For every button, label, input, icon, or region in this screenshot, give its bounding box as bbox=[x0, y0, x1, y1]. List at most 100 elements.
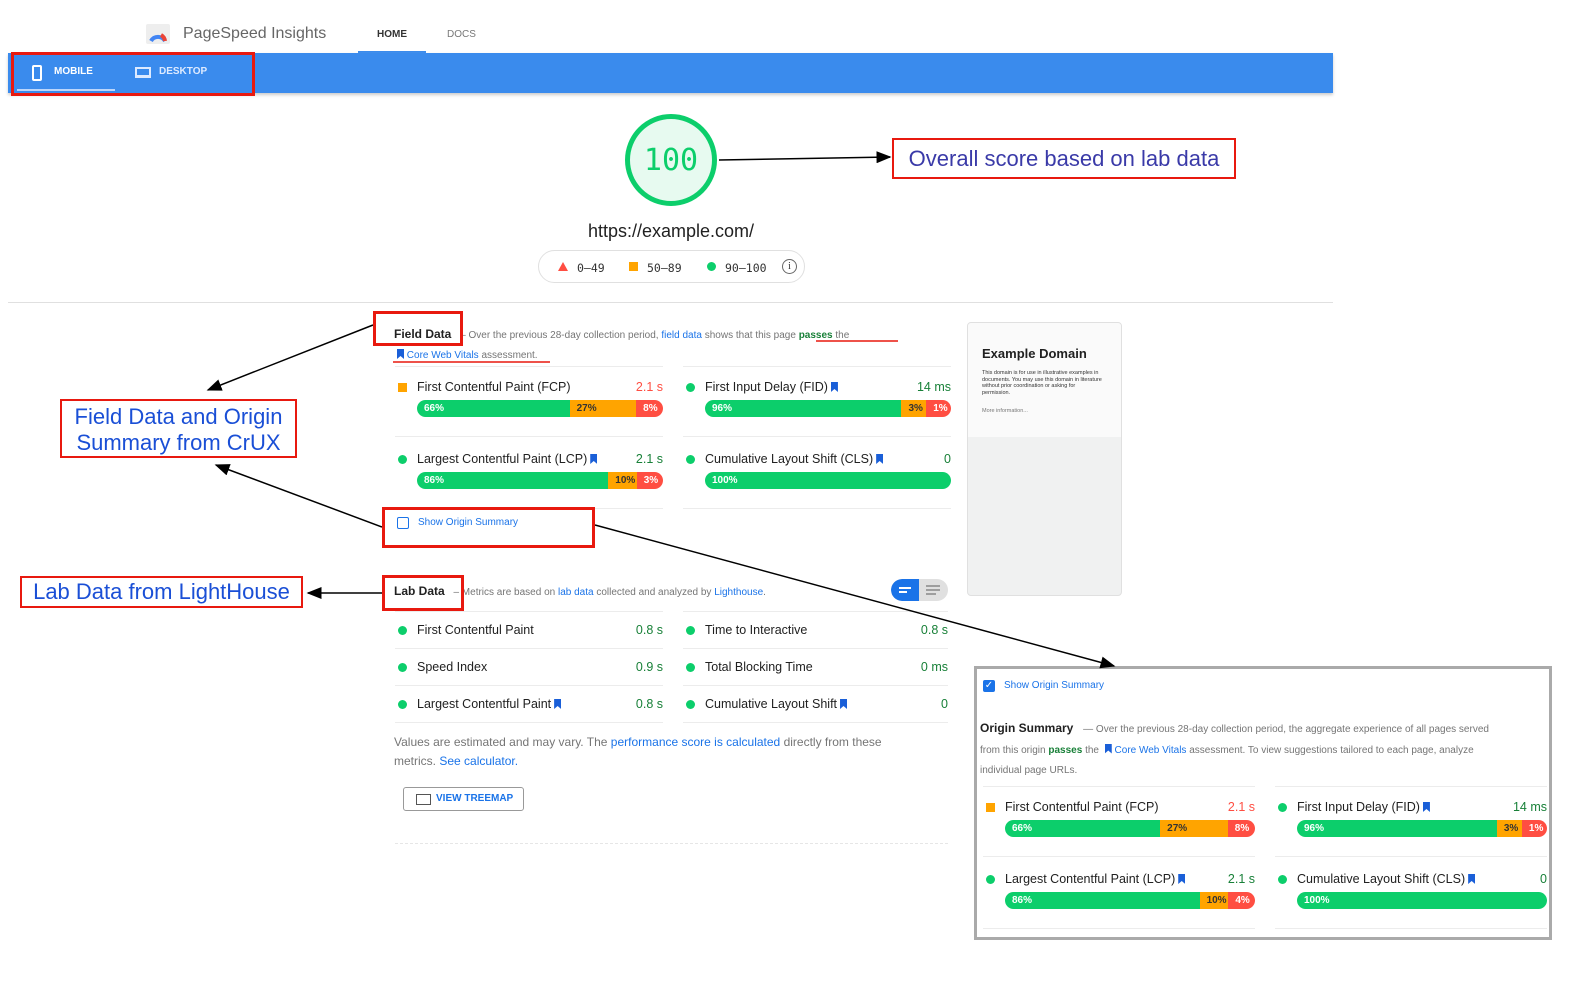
lab-metric: Cumulative Layout Shift 0 bbox=[683, 697, 948, 713]
mobile-tab[interactable]: MOBILE bbox=[17, 56, 115, 91]
arrow-origin-inset bbox=[594, 524, 1116, 669]
expanded-view-icon[interactable] bbox=[919, 579, 948, 601]
checkbox-unchecked-icon[interactable] bbox=[397, 517, 409, 529]
distribution-bar: 86% 10% 4% bbox=[1005, 892, 1255, 909]
metric-name: Largest Contentful Paint (LCP) bbox=[417, 452, 598, 466]
origin-cwv-link[interactable]: Core Web Vitals bbox=[1114, 744, 1187, 756]
metric-name: Cumulative Layout Shift bbox=[705, 697, 848, 711]
distribution-bar: 86% 10% 3% bbox=[417, 472, 663, 489]
poor-segment: 8% bbox=[636, 400, 663, 417]
field-data-link[interactable]: field data bbox=[661, 330, 702, 341]
bookmark-icon bbox=[830, 382, 838, 392]
divider bbox=[683, 685, 948, 686]
divider bbox=[1275, 786, 1547, 787]
info-icon[interactable]: i bbox=[782, 259, 797, 274]
good-indicator-icon bbox=[398, 626, 407, 635]
field-intro: – Over the previous 28-day collection pe… bbox=[460, 330, 659, 341]
treemap-icon bbox=[416, 794, 431, 805]
field-data-heading: Field Data – Over the previous 28-day co… bbox=[394, 324, 904, 366]
tab-home[interactable]: HOME bbox=[377, 29, 407, 40]
view-treemap-button[interactable]: VIEW TREEMAP bbox=[403, 787, 524, 811]
bookmark-icon bbox=[397, 349, 404, 359]
origin-title: Origin Summary bbox=[980, 721, 1074, 735]
lab-data-link[interactable]: lab data bbox=[557, 587, 594, 598]
good-segment: 86% bbox=[417, 472, 609, 489]
origin-checkbox-label[interactable]: Show Origin Summary bbox=[1004, 680, 1105, 691]
triangle-poor-icon bbox=[558, 262, 568, 271]
metric-name: Largest Contentful Paint (LCP) bbox=[1005, 872, 1186, 886]
lighthouse-link[interactable]: Lighthouse bbox=[714, 587, 764, 598]
poor-segment: 8% bbox=[1227, 820, 1255, 837]
distribution-bar: 66% 27% 8% bbox=[1005, 820, 1255, 837]
metric-value: 0.8 s bbox=[920, 623, 948, 637]
origin-metrics: First Contentful Paint (FCP) 2.1 s 66% 27% 8… bbox=[983, 786, 1547, 929]
metric-value: 0 ms bbox=[920, 660, 948, 674]
cwv-link[interactable]: Core Web Vitals bbox=[406, 350, 479, 361]
lab-metric: Speed Index 0.9 s bbox=[395, 660, 663, 676]
view-toggle[interactable] bbox=[891, 579, 948, 601]
distribution-bar: 66% 27% 8% bbox=[417, 400, 663, 417]
app-title: PageSpeed Insights bbox=[183, 25, 327, 42]
device-bar bbox=[8, 53, 1333, 93]
average-segment: 10% bbox=[608, 472, 637, 489]
screenshot-title: Example Domain bbox=[982, 346, 1087, 361]
screenshot-more-link: More information... bbox=[982, 408, 1028, 414]
divider bbox=[683, 436, 951, 437]
divider bbox=[395, 366, 663, 367]
good-segment: 100% bbox=[705, 472, 951, 489]
field-mid: shows that this page bbox=[704, 330, 796, 341]
poor-segment: 1% bbox=[1521, 820, 1547, 837]
good-indicator-icon bbox=[686, 626, 695, 635]
good-indicator-icon bbox=[686, 455, 695, 464]
bookmark-icon bbox=[554, 699, 562, 709]
arrow-origin-toggle bbox=[214, 464, 383, 528]
metric-name: Time to Interactive bbox=[705, 623, 808, 637]
distribution-bar: 96% 3% 1% bbox=[705, 400, 951, 417]
performance-score-link[interactable]: performance score is calculated bbox=[610, 735, 781, 749]
field-metric: First Contentful Paint (FCP) 2.1 s 66% 27% 8… bbox=[983, 800, 1255, 840]
poor-segment: 1% bbox=[926, 400, 951, 417]
divider bbox=[395, 722, 663, 723]
metric-value: 2.1 s bbox=[635, 380, 663, 394]
poor-segment: 3% bbox=[636, 472, 663, 489]
field-metric: Cumulative Layout Shift (CLS) 0 100% bbox=[683, 452, 951, 492]
divider bbox=[395, 611, 663, 612]
average-segment: 10% bbox=[1199, 892, 1229, 909]
metric-value: 0 bbox=[941, 697, 948, 711]
metric-name: First Contentful Paint bbox=[417, 623, 534, 637]
tested-url[interactable]: https://example.com/ bbox=[587, 221, 755, 241]
poor-segment: 4% bbox=[1228, 892, 1255, 909]
checkbox-checked-icon[interactable]: ✓ bbox=[983, 680, 995, 692]
bookmark-icon bbox=[1468, 874, 1476, 884]
show-origin-label: Show Origin Summary bbox=[418, 517, 519, 528]
metric-name: First Input Delay (FID) bbox=[1297, 800, 1430, 814]
metric-name: Cumulative Layout Shift (CLS) bbox=[1297, 872, 1476, 886]
lab-metric: First Contentful Paint 0.8 s bbox=[395, 623, 663, 639]
distribution-bar: 100% bbox=[705, 472, 951, 489]
divider bbox=[983, 786, 1255, 787]
field-metric: First Contentful Paint (FCP) 2.1 s 66% 27% 8… bbox=[395, 380, 663, 420]
passes-badge: passes bbox=[798, 330, 833, 341]
good-segment: 66% bbox=[417, 400, 570, 417]
origin-the: the bbox=[1085, 744, 1099, 756]
origin-end: assessment. To view suggestions tailored… bbox=[980, 744, 1474, 777]
field-metric: Cumulative Layout Shift (CLS) 0 100% bbox=[1275, 872, 1547, 912]
tab-docs[interactable]: DOCS bbox=[447, 29, 476, 40]
metric-value: 2.1 s bbox=[635, 452, 663, 466]
bookmark-icon bbox=[1422, 802, 1430, 812]
score-gauge: 100 bbox=[625, 114, 717, 206]
good-indicator-icon bbox=[686, 700, 695, 709]
field-end: assessment. bbox=[481, 350, 538, 361]
desktop-tab[interactable]: DESKTOP bbox=[115, 56, 245, 91]
annotation-box-lab bbox=[382, 575, 464, 611]
annotation-score: Overall score based on lab data bbox=[892, 138, 1236, 179]
divider bbox=[8, 302, 1333, 303]
compact-view-icon[interactable] bbox=[891, 579, 919, 601]
divider bbox=[983, 856, 1255, 857]
field-data-title: Field Data bbox=[394, 327, 452, 341]
metric-name: Largest Contentful Paint bbox=[417, 697, 562, 711]
calculator-link[interactable]: See calculator. bbox=[439, 754, 519, 768]
annotation-box-origin-toggle bbox=[382, 507, 595, 548]
score-legend: 0–49 50–89 90–100 i bbox=[538, 250, 805, 283]
